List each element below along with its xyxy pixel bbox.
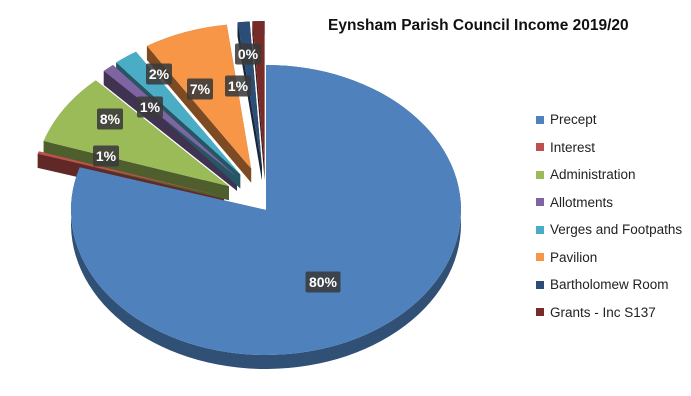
data-label-7: 1% — [96, 148, 117, 164]
data-label-box-1 — [235, 43, 261, 65]
data-label-4: 2% — [149, 66, 170, 82]
legend-item-pavilion: Pavilion — [536, 244, 691, 272]
data-label-2: 8% — [100, 111, 121, 127]
legend-label: Administration — [550, 167, 636, 183]
legend-swatch — [536, 253, 544, 262]
chart-legend: Precept Interest Administration Allotments V… — [536, 106, 691, 326]
data-label-box-0 — [305, 271, 341, 293]
data-label-6: 1% — [228, 78, 249, 94]
pie-slice-precept — [70, 65, 462, 355]
data-label-5: 7% — [190, 81, 211, 97]
legend-swatch — [536, 170, 544, 179]
legend-label: Interest — [550, 139, 596, 155]
data-label-box-5 — [187, 78, 213, 100]
legend-label: Bartholomew Room — [550, 277, 669, 293]
legend-item-administration: Administration — [536, 161, 691, 189]
chart-title: Eynsham Parish Council Income 2019/20 — [328, 17, 629, 34]
legend-item-allotments: Allotments — [536, 189, 691, 217]
legend-swatch — [536, 198, 544, 207]
legend-item-grants-inc-s137: Grants - Inc S137 — [536, 299, 691, 327]
pie-slice-allotments — [103, 65, 237, 177]
data-label-0: 80% — [309, 274, 338, 290]
pie-slice-wall-2-0 — [43, 140, 229, 201]
legend-item-verges-and-footpaths: Verges and Footpaths — [536, 216, 691, 244]
legend-swatch — [536, 308, 544, 317]
legend-swatch — [536, 143, 544, 152]
legend-swatch — [536, 115, 544, 124]
legend-label: Precept — [550, 112, 597, 128]
data-label-box-7 — [93, 145, 119, 167]
data-label-box-2 — [97, 108, 123, 130]
legend-label: Verges and Footpaths — [550, 222, 683, 238]
legend-label: Pavilion — [550, 249, 598, 265]
legend-label: Grants - Inc S137 — [550, 304, 656, 320]
pie-slice-interest — [37, 151, 225, 197]
data-label-box-4 — [146, 63, 172, 85]
legend-swatch — [536, 225, 544, 234]
legend-label: Allotments — [550, 194, 614, 210]
data-label-box-6 — [225, 75, 251, 97]
pie-slice-administration — [43, 80, 229, 187]
legend-item-precept: Precept — [536, 106, 691, 134]
legend-swatch — [536, 280, 544, 289]
legend-item-bartholomew-room: Bartholomew Room — [536, 271, 691, 299]
data-label-box-3 — [137, 96, 163, 118]
legend-item-interest: Interest — [536, 134, 691, 162]
data-label-3: 1% — [140, 99, 161, 115]
pie-slice-wall-5-0 — [146, 46, 252, 183]
data-label-1: 0% — [238, 46, 259, 62]
